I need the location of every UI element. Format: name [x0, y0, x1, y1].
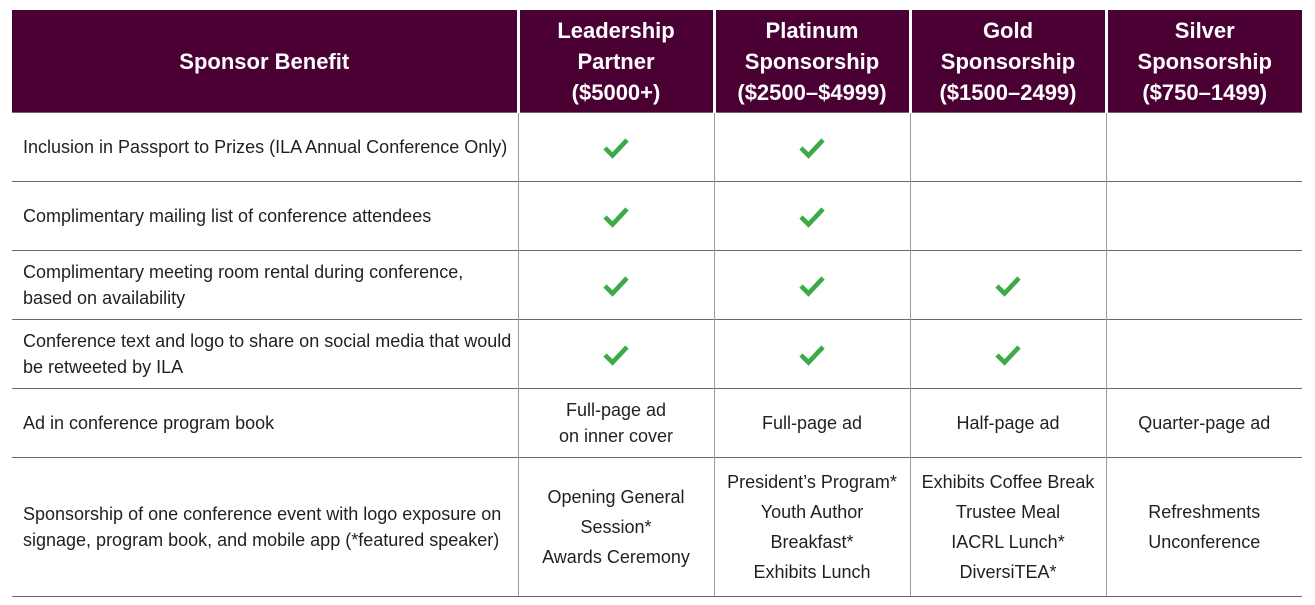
silver-cell	[1105, 181, 1302, 251]
benefit-cell: Conference text and logo to share on soc…	[12, 319, 518, 389]
benefit-line: Conference text and logo to share on soc…	[23, 331, 512, 351]
checkmark-icon	[603, 137, 629, 160]
checkmark-icon	[603, 206, 629, 229]
checkmark-icon	[995, 275, 1021, 298]
header-price: ($5000+)	[571, 79, 661, 105]
silver-cell: Quarter-page ad	[1105, 388, 1302, 458]
benefit-cell: Complimentary mailing list of conference…	[12, 181, 518, 251]
gold-cell: Exhibits Coffee Break Trustee Meal IACRL…	[909, 457, 1106, 597]
checkmark-icon	[995, 344, 1021, 367]
benefit-line: Complimentary meeting room rental during…	[23, 262, 464, 282]
header-sponsor-benefit: Sponsor Benefit	[12, 10, 518, 113]
silver-cell	[1105, 250, 1302, 320]
event-line: DiversiTEA*	[959, 562, 1057, 582]
platinum-cell	[713, 181, 910, 251]
checkmark-icon	[799, 344, 825, 367]
platinum-cell	[713, 319, 910, 389]
event-item: President’s Program*	[721, 469, 904, 495]
event-item: Refreshments Unconference	[1113, 499, 1297, 555]
leadership-cell: Opening General Session* Awards Ceremony	[517, 457, 714, 597]
event-line: Refreshments	[1148, 502, 1261, 522]
platinum-cell	[713, 250, 910, 320]
leadership-cell	[517, 181, 714, 251]
benefit-line: signage, program book, and mobile app (*…	[23, 530, 500, 550]
gold-cell	[909, 181, 1106, 251]
event-line: Unconference	[1148, 532, 1261, 552]
checkmark-icon	[603, 275, 629, 298]
leadership-cell	[517, 250, 714, 320]
event-line: Exhibits Lunch	[753, 562, 871, 582]
header-gold-sponsorship: Gold Sponsorship ($1500–2499)	[908, 10, 1106, 113]
table-row: Sponsorship of one conference event with…	[12, 457, 1302, 597]
benefit-line: Sponsorship of one conference event with…	[23, 504, 502, 524]
event-line: Breakfast*	[770, 532, 854, 552]
header-price: ($2500–$4999)	[737, 79, 887, 105]
platinum-cell	[713, 112, 910, 182]
checkmark-icon	[799, 275, 825, 298]
event-item: DiversiTEA*	[917, 559, 1100, 585]
leadership-cell: Full-page ad on inner cover	[517, 388, 714, 458]
header-title-line: Sponsorship	[940, 48, 1076, 74]
cell-line: on inner cover	[558, 426, 674, 446]
silver-cell	[1105, 319, 1302, 389]
header-silver-sponsorship: Silver Sponsorship ($750–1499)	[1104, 10, 1302, 113]
event-item: Opening General Session*	[525, 484, 708, 540]
header-leadership-partner: Leadership Partner ($5000+)	[516, 10, 714, 113]
platinum-cell: President’s Program* Youth Author Breakf…	[713, 457, 910, 597]
header-row: Sponsor Benefit Leadership Partner ($500…	[12, 10, 1302, 113]
table-row: Ad in conference program book Full-page …	[12, 388, 1302, 458]
event-item: IACRL Lunch*	[917, 529, 1100, 555]
leadership-cell	[517, 319, 714, 389]
header-title-line: Sponsorship	[1137, 48, 1272, 74]
table-row: Complimentary meeting room rental during…	[12, 250, 1302, 320]
sponsorship-benefits-table: Sponsor Benefit Leadership Partner ($500…	[12, 10, 1302, 597]
header-title-line: Leadership	[557, 17, 675, 43]
header-price: ($750–1499)	[1142, 79, 1268, 105]
platinum-cell: Full-page ad	[713, 388, 910, 458]
event-line: Session*	[580, 517, 652, 537]
benefit-line: based on availability	[23, 288, 186, 308]
gold-cell: Half-page ad	[909, 388, 1106, 458]
header-price: ($1500–2499)	[939, 79, 1077, 105]
table-row: Complimentary mailing list of conference…	[12, 181, 1302, 251]
benefit-cell: Complimentary meeting room rental during…	[12, 250, 518, 320]
event-item: Youth Author Breakfast*	[721, 499, 904, 555]
gold-cell	[909, 112, 1106, 182]
table-row: Inclusion in Passport to Prizes (ILA Ann…	[12, 112, 1302, 182]
header-title-line: Partner	[577, 48, 655, 74]
header-platinum-sponsorship: Platinum Sponsorship ($2500–$4999)	[712, 10, 910, 113]
event-item: Awards Ceremony	[525, 544, 708, 570]
header-title-line: Platinum	[765, 17, 859, 43]
gold-cell	[909, 250, 1106, 320]
benefit-line: be retweeted by ILA	[23, 357, 184, 377]
gold-cell	[909, 319, 1106, 389]
event-line: President’s Program*	[727, 472, 897, 492]
checkmark-icon	[799, 137, 825, 160]
checkmark-icon	[799, 206, 825, 229]
benefit-cell: Inclusion in Passport to Prizes (ILA Ann…	[12, 112, 518, 182]
benefit-cell: Sponsorship of one conference event with…	[12, 457, 518, 597]
event-item: Exhibits Lunch	[721, 559, 904, 585]
header-title-line: Gold	[982, 17, 1034, 43]
silver-cell: Refreshments Unconference	[1105, 457, 1302, 597]
silver-cell	[1105, 112, 1302, 182]
header-title-line: Silver	[1174, 17, 1235, 43]
event-line: IACRL Lunch*	[951, 532, 1065, 552]
header-title-line: Sponsorship	[744, 48, 880, 74]
event-line: Opening General	[547, 487, 685, 507]
event-item: Trustee Meal	[917, 499, 1100, 525]
event-line: Youth Author	[760, 502, 864, 522]
benefit-cell: Ad in conference program book	[12, 388, 518, 458]
checkmark-icon	[603, 344, 629, 367]
event-line: Trustee Meal	[955, 502, 1061, 522]
event-line: Awards Ceremony	[542, 547, 690, 567]
event-item: Exhibits Coffee Break	[917, 469, 1100, 495]
leadership-cell	[517, 112, 714, 182]
cell-line: Full-page ad	[565, 400, 667, 420]
table-row: Conference text and logo to share on soc…	[12, 319, 1302, 389]
event-line: Exhibits Coffee Break	[921, 472, 1095, 492]
